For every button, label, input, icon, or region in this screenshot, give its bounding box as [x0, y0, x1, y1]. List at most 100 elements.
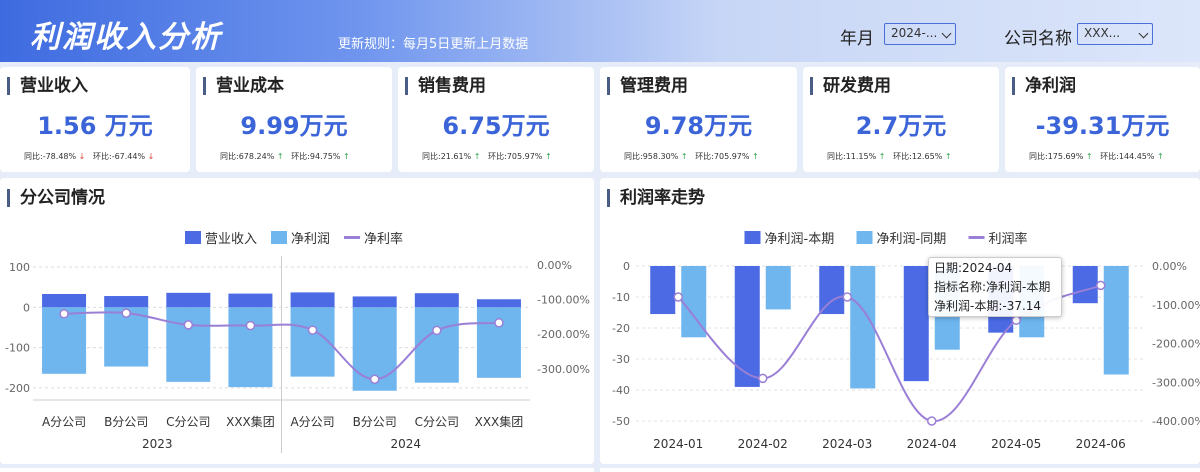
line-point [183, 320, 194, 330]
kpi-value: 6.75万元 [442, 112, 550, 140]
y-tick-label: 100 [9, 261, 30, 274]
bar-net-profit [166, 307, 211, 382]
y2-tick-label: -100.00% [537, 294, 590, 307]
kpi-card-revenue: 营业收入 1.56 万元 同比:-78.48% ↓ 环比:-67.44% ↓ [0, 67, 190, 172]
legend-line-marker [968, 236, 985, 239]
kpi-delta: 同比:678.24% ↑ 环比:94.75% ↑ [220, 152, 350, 161]
company-name-label: 公司名称 [1004, 29, 1072, 49]
kpi-card-sales-expense: 销售费用 6.75万元 同比:21.61% ↑ 环比:705.97% ↑ [398, 67, 594, 172]
arrow-up-icon: ↑ [752, 152, 759, 161]
line-point [927, 416, 937, 426]
y-tick-label: -20 [612, 322, 630, 335]
kpi-value: 1.56 万元 [37, 112, 153, 140]
line-point [494, 318, 504, 328]
chevron-down-icon [1138, 28, 1149, 39]
chart-tooltip: 日期:2024-04 指标名称:净利润-本期 净利润-本期:-37.14 [928, 257, 1062, 317]
bar-current-profit [903, 266, 929, 382]
y2-tick-label: 0.00% [537, 259, 572, 272]
group-label: 2024 [390, 437, 421, 451]
bar-revenue [166, 292, 211, 308]
company-name-select[interactable]: XXX... [1077, 23, 1153, 45]
x-tick-label: B分公司 [104, 415, 148, 429]
y2-tick-label: 0.00% [1152, 260, 1187, 273]
page-title: 利润收入分析 [30, 20, 222, 55]
y-tick-label: 0 [623, 260, 630, 273]
year-month-value: 2024-... [891, 26, 938, 40]
tooltip-value: 净利润-本期:-37.14 [934, 299, 1042, 313]
x-tick-label: C分公司 [166, 415, 210, 429]
y-tick-label: -30 [612, 353, 630, 366]
lower-panel-edge [0, 468, 594, 472]
bar-revenue [104, 296, 149, 308]
x-tick-label: 2024-05 [991, 437, 1041, 451]
y-tick-label: -100 [5, 342, 30, 355]
kpi-value: 9.99万元 [240, 112, 348, 140]
kpi-title: 营业成本 [203, 77, 284, 95]
y2-tick-label: -200.00% [537, 328, 590, 341]
y-tick-label: 0 [23, 301, 30, 314]
profit-trend-chart: 净利润-本期 净利润-同期 利润率 0 -10 -20 -30 -40 -50 0.00% -100… [612, 231, 1200, 451]
kpi-title: 营业收入 [7, 77, 88, 95]
arrow-up-icon: ↑ [1157, 152, 1164, 161]
arrow-up-icon: ↑ [680, 152, 688, 161]
y-tick-label: -200 [5, 382, 30, 395]
bar-revenue [42, 294, 87, 308]
update-rule-text: 更新规则：每月5日更新上月数据 [338, 37, 529, 52]
legend-label: 净利率 [364, 231, 403, 247]
bar-net-profit [476, 307, 521, 378]
x-tick-label: C分公司 [415, 415, 459, 429]
bar-revenue [352, 296, 397, 308]
bar-current-profit [1072, 266, 1098, 304]
dashboard-header: 利润收入分析 更新规则：每月5日更新上月数据 年月 2024-... 公司名称 … [0, 0, 1200, 62]
y2-tick-label: -300.00% [537, 363, 590, 376]
x-tick-label: B分公司 [353, 415, 397, 429]
x-tick-label: 2024-04 [907, 437, 957, 451]
bar-current-profit [734, 266, 760, 387]
kpi-card-net-profit: 净利润 -39.31万元 同比:175.69% ↑ 环比:144.45% ↑ [1005, 67, 1200, 172]
x-tick-label: 2024-06 [1076, 437, 1126, 451]
year-month-select[interactable]: 2024-... [884, 23, 956, 45]
legend-label: 营业收入 [205, 232, 257, 247]
kpi-delta: 同比:11.15% ↑ 环比:12.65% ↑ [827, 152, 952, 161]
kpi-title: 净利润 [1012, 77, 1076, 95]
kpi-card-rd-expense: 研发费用 2.7万元 同比:11.15% ↑ 环比:12.65% ↑ [803, 67, 999, 172]
kpi-delta: 同比:21.61% ↑ 环比:705.97% ↑ [422, 152, 552, 161]
arrow-down-icon: ↓ [147, 152, 155, 161]
x-tick-label: 2024-02 [738, 437, 788, 451]
panel-title: 利润率走势 [607, 189, 705, 207]
kpi-title: 研发费用 [810, 77, 891, 95]
arrow-up-icon: ↑ [473, 152, 481, 161]
bar-revenue [228, 293, 273, 308]
bar-prior-profit [765, 266, 791, 310]
y2-tick-label: -400.00% [1152, 415, 1200, 428]
y-tick-label: -40 [612, 384, 630, 397]
kpi-delta: 同比:958.30% ↑ 环比:705.97% ↑ [624, 152, 759, 161]
arrow-up-icon: ↑ [944, 152, 952, 161]
legend-label: 利润率 [989, 231, 1028, 247]
y-tick-label: -50 [612, 415, 630, 428]
x-tick-label: 2024-01 [653, 437, 703, 451]
lower-panel-edge [600, 468, 1200, 472]
x-tick-label: A分公司 [42, 415, 86, 429]
company-name-value: XXX... [1084, 26, 1121, 40]
legend-swatch [271, 231, 287, 244]
line-point [758, 373, 768, 384]
year-month-label: 年月 [840, 29, 874, 49]
arrow-down-icon: ↓ [78, 152, 86, 161]
group-label: 2023 [142, 437, 173, 451]
line-point [673, 292, 683, 302]
branch-chart: 营业收入 净利润 净利率 100 0 -100 -200 0.00% -100.00% -200.… [5, 231, 590, 453]
line-point [1096, 280, 1106, 291]
line-point [1011, 315, 1021, 325]
legend-label: 净利润-同期 [877, 232, 947, 247]
bar-net-profit [228, 307, 273, 388]
bar-prior-profit [850, 266, 876, 389]
chevron-down-icon [941, 28, 952, 39]
kpi-value: -39.31万元 [1035, 112, 1170, 140]
bar-current-profit [819, 266, 845, 315]
bar-prior-profit [1103, 266, 1129, 375]
legend-swatch [856, 231, 873, 244]
legend-label: 净利润 [291, 232, 330, 247]
legend-swatch [185, 231, 201, 244]
line-point [369, 374, 380, 384]
